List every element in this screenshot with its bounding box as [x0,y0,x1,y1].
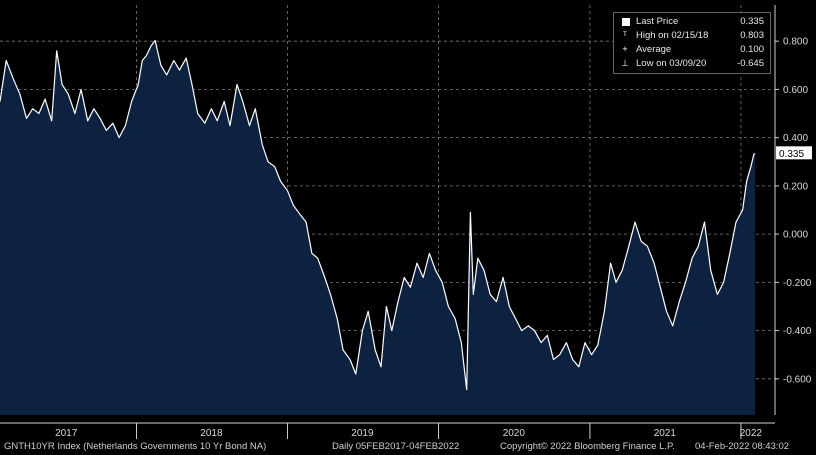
y-tick-label: 0.600 [783,85,808,96]
low-marker-icon: ⊥ [621,58,629,68]
y-tick-label: -0.400 [783,326,812,337]
square-icon [622,18,630,26]
legend-item-high: ᵀ High on 02/15/18 0.803 [614,29,770,43]
footer-range: Daily 05FEB2017-04FEB2022 [332,441,460,452]
last-price-tag: 0.335 [776,146,812,160]
x-tick-label: 2017 [55,428,78,439]
chart-legend: Last Price 0.335 ᵀ High on 02/15/18 0.80… [613,12,771,74]
y-tick-label: 0.400 [783,133,808,144]
chart-footer: GNTH10YR Index (Netherlands Governments … [0,439,816,455]
last-price-tag-label: 0.335 [779,149,804,160]
y-tick-label: -0.200 [783,278,812,289]
legend-item-low: ⊥ Low on 03/09/20 -0.645 [614,57,770,71]
legend-value: -0.645 [737,58,764,69]
x-tick-label: 2019 [351,428,374,439]
x-tick-label: 2018 [200,428,223,439]
last-price-tag-bg [776,146,812,160]
legend-label: Last Price [636,16,679,27]
y-tick-label: 0.000 [783,230,808,241]
area-layer [0,40,755,415]
x-tick-label: 2021 [654,428,677,439]
legend-label: High on 02/15/18 [636,30,709,41]
legend-item-last-price: Last Price 0.335 [614,15,770,29]
footer-timestamp: 04-Feb-2022 08:43:02 [695,441,790,452]
legend-value: 0.803 [740,30,764,41]
line-layer [0,39,756,391]
x-tick-label: 2022 [740,428,763,439]
footer-copyright: Copyright© 2022 Bloomberg Finance L.P. [500,441,675,452]
legend-label: Average [636,44,672,55]
high-marker-icon: ᵀ [623,30,627,40]
y-tick-label: -0.600 [783,374,812,385]
x-tick-label: 2020 [503,428,526,439]
average-marker-icon: + [622,44,628,54]
y-tick-label: 0.800 [783,37,808,48]
footer-ticker: GNTH10YR Index (Netherlands Governments … [4,441,267,452]
y-tick-label: 0.200 [783,181,808,192]
series-area-last-price [0,40,755,415]
series-line-last-price [0,39,756,391]
legend-value: 0.100 [740,44,764,55]
legend-label: Low on 03/09/20 [636,58,707,69]
legend-item-average: + Average 0.100 [614,43,770,57]
legend-value: 0.335 [740,16,764,27]
y-axis: 0.800 0.600 0.400 0.200 0.000 -0.200 -0.400 -0.… [774,5,812,415]
x-axis: 2017 2018 2019 2020 2021 2022 [0,422,775,439]
